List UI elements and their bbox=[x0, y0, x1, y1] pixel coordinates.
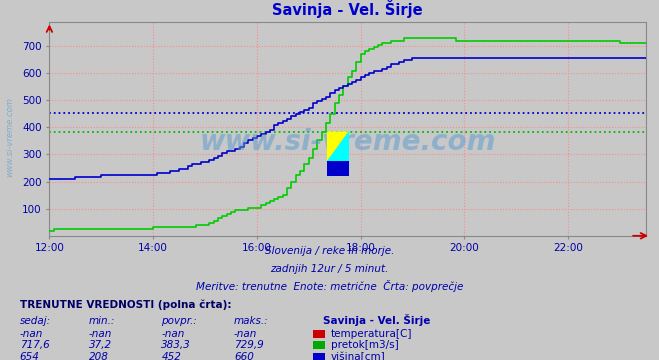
Text: 452: 452 bbox=[161, 352, 181, 360]
Text: min.:: min.: bbox=[89, 316, 115, 326]
Text: maks.:: maks.: bbox=[234, 316, 269, 326]
Text: višina[cm]: višina[cm] bbox=[331, 351, 386, 360]
Text: -nan: -nan bbox=[161, 329, 185, 339]
Text: Slovenija / reke in morje.: Slovenija / reke in morje. bbox=[265, 246, 394, 256]
Text: -nan: -nan bbox=[234, 329, 257, 339]
Text: pretok[m3/s]: pretok[m3/s] bbox=[331, 340, 399, 350]
Text: temperatura[C]: temperatura[C] bbox=[331, 329, 413, 339]
Text: Savinja - Vel. Širje: Savinja - Vel. Širje bbox=[323, 314, 430, 326]
Text: 383,3: 383,3 bbox=[161, 340, 191, 350]
Polygon shape bbox=[327, 131, 349, 161]
Text: 654: 654 bbox=[20, 352, 40, 360]
Text: TRENUTNE VREDNOSTI (polna črta):: TRENUTNE VREDNOSTI (polna črta): bbox=[20, 299, 231, 310]
Text: 660: 660 bbox=[234, 352, 254, 360]
Polygon shape bbox=[327, 131, 349, 161]
Text: Meritve: trenutne  Enote: metrične  Črta: povprečje: Meritve: trenutne Enote: metrične Črta: … bbox=[196, 280, 463, 292]
Text: www.si-vreme.com: www.si-vreme.com bbox=[5, 97, 14, 177]
Text: 37,2: 37,2 bbox=[89, 340, 112, 350]
Text: povpr.:: povpr.: bbox=[161, 316, 197, 326]
Title: Savinja - Vel. Širje: Savinja - Vel. Širje bbox=[272, 0, 423, 18]
Text: -nan: -nan bbox=[89, 329, 112, 339]
Text: 717,6: 717,6 bbox=[20, 340, 49, 350]
Text: -nan: -nan bbox=[20, 329, 43, 339]
Text: 208: 208 bbox=[89, 352, 109, 360]
Text: sedaj:: sedaj: bbox=[20, 316, 51, 326]
Text: 729,9: 729,9 bbox=[234, 340, 264, 350]
Text: www.si-vreme.com: www.si-vreme.com bbox=[200, 127, 496, 156]
Bar bbox=[327, 161, 349, 176]
Text: zadnjih 12ur / 5 minut.: zadnjih 12ur / 5 minut. bbox=[270, 264, 389, 274]
